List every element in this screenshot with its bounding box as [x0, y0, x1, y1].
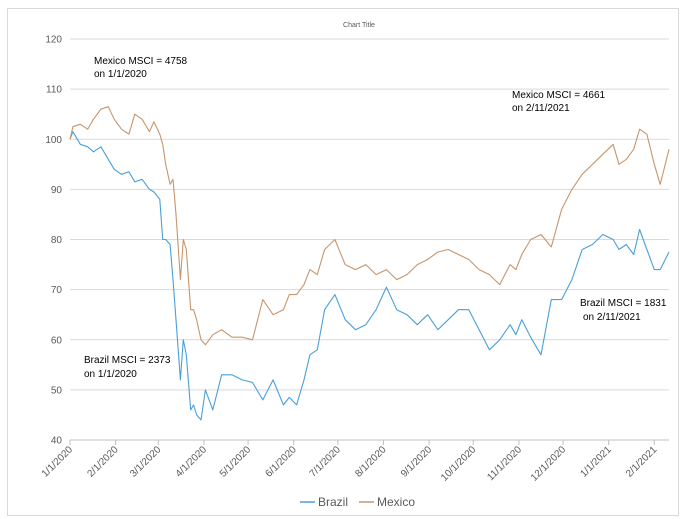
gridlines: [70, 38, 669, 441]
x-tick-label: 9/1/2020: [399, 444, 435, 480]
y-tick-label: 80: [51, 235, 63, 246]
series-line-mexico: [69, 106, 670, 346]
x-tick-label: 2/1/2020: [85, 444, 121, 480]
x-tick-label: 7/1/2020: [308, 444, 344, 480]
annotation-brazil-end-line2: on 2/11/2021: [583, 312, 641, 323]
annotation-brazil-end: Brazil MSCI = 1831 on 2/11/2021: [580, 298, 667, 323]
annotation-mexico-start-line1: Mexico MSCI = 4758: [94, 56, 188, 67]
annotation-mexico-start: Mexico MSCI = 4758 on 1/1/2020: [94, 56, 188, 80]
y-tick-label: 70: [51, 285, 63, 296]
x-tick-label: 10/1/2020: [439, 444, 479, 484]
series-lines: [69, 106, 670, 421]
annotation-mexico-end: Mexico MSCI = 4661 on 2/11/2021: [512, 90, 606, 114]
y-tick-label: 50: [51, 385, 63, 396]
annotation-brazil-start-line2: on 1/1/2020: [84, 369, 137, 380]
x-tick-label: 12/1/2020: [529, 444, 569, 484]
x-tick-label: 1/1/2020: [40, 444, 76, 480]
x-tick-label: 5/1/2020: [218, 444, 254, 480]
annotation-mexico-end-line1: Mexico MSCI = 4661: [512, 90, 606, 101]
x-tick-label: 8/1/2020: [353, 444, 389, 480]
chart-title: Chart Title: [343, 22, 375, 29]
legend-label-mexico: Mexico: [377, 495, 415, 509]
y-tick-label: 110: [46, 85, 62, 96]
annotation-brazil-start: Brazil MSCI = 2373 on 1/1/2020: [84, 355, 171, 380]
y-axis-ticks: 40 50 60 70 80 90 100 110 120: [45, 35, 62, 447]
x-tick-label: 11/1/2020: [485, 444, 524, 483]
legend-label-brazil: Brazil: [318, 495, 348, 509]
x-tick-label: 2/1/2021: [624, 444, 660, 480]
series-line-brazil: [69, 131, 670, 421]
y-tick-label: 60: [51, 335, 63, 346]
legend: Brazil Mexico: [300, 495, 415, 509]
y-tick-label: 40: [51, 436, 63, 447]
annotation-brazil-end-line1: Brazil MSCI = 1831: [580, 298, 667, 309]
y-tick-label: 120: [45, 35, 62, 46]
annotation-brazil-start-line1: Brazil MSCI = 2373: [84, 355, 171, 366]
x-axis: 1/1/2020 2/1/2020 3/1/2020 4/1/2020 5/1/2020…: [40, 440, 660, 484]
chart-area: [7, 8, 679, 516]
x-tick-label: 4/1/2020: [174, 444, 210, 480]
x-tick-label: 1/1/2021: [578, 444, 614, 480]
y-tick-label: 90: [51, 185, 63, 196]
y-tick-label: 100: [45, 135, 62, 146]
annotation-mexico-end-line2: on 2/11/2021: [512, 103, 570, 114]
x-tick-label: 3/1/2020: [128, 444, 164, 480]
x-tick-label: 6/1/2020: [264, 444, 300, 480]
annotation-mexico-start-line2: on 1/1/2020: [94, 69, 147, 80]
